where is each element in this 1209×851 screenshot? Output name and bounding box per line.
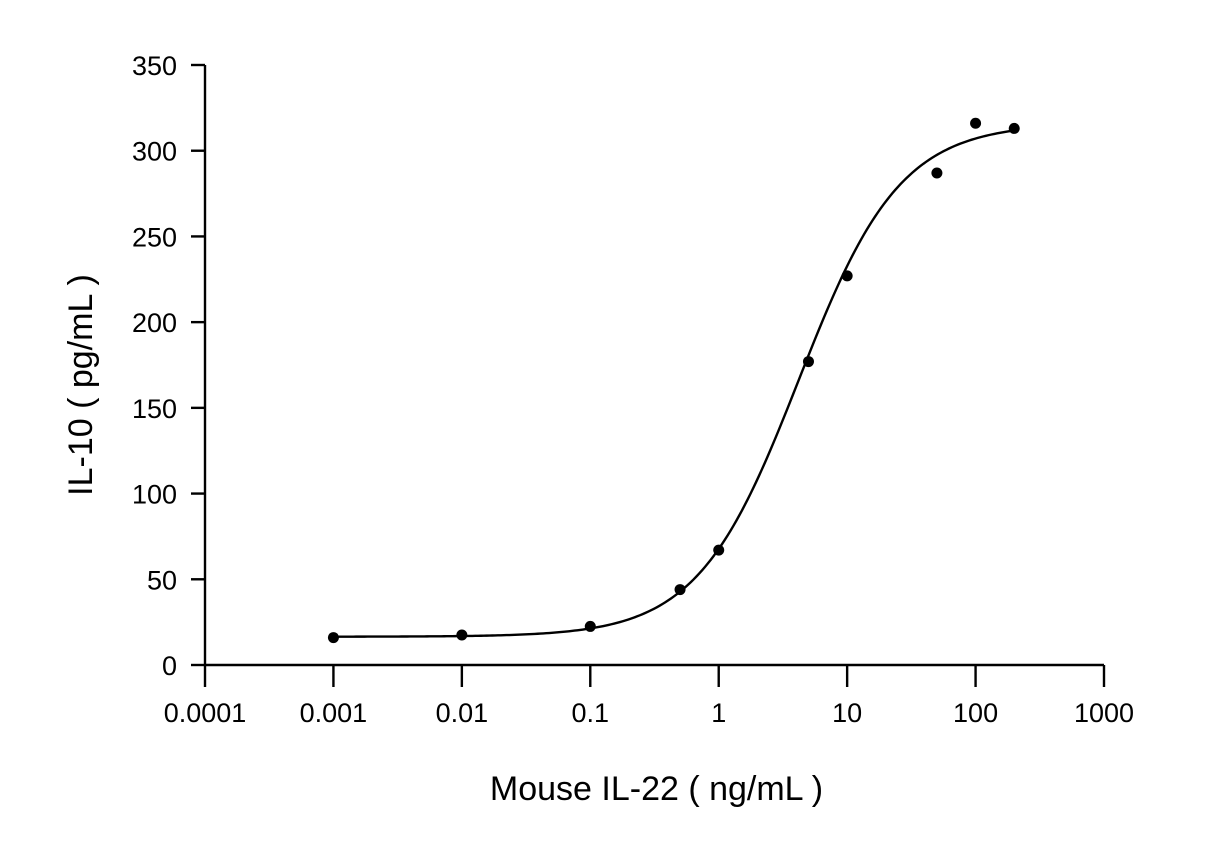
x-axis-ticks: 0.0001 0.001 0.01 0.1 1 10 100 1000 <box>164 665 1134 728</box>
y-tick-label: 250 <box>132 222 177 252</box>
x-tick-label: 0.1 <box>572 698 610 728</box>
data-point <box>456 629 468 641</box>
y-axis-ticks: 0 50 100 150 200 250 300 350 <box>132 51 205 681</box>
x-tick-label: 1 <box>711 698 726 728</box>
data-point <box>713 544 725 556</box>
x-axis-title: Mouse IL-22 ( ng/mL ) <box>490 770 823 808</box>
y-axis-title: IL-10 ( pg/mL ) <box>62 274 100 496</box>
x-tick-label: 100 <box>953 698 998 728</box>
data-point <box>841 270 853 282</box>
data-point <box>584 620 596 632</box>
x-tick-label: 0.001 <box>300 698 368 728</box>
x-tick-label: 0.01 <box>436 698 489 728</box>
data-point <box>931 167 943 179</box>
y-tick-label: 50 <box>147 565 177 595</box>
y-tick-label: 150 <box>132 394 177 424</box>
x-tick-label: 0.0001 <box>164 698 247 728</box>
plot-area: 0 50 100 150 200 250 300 350 0.0001 0.001 0.01 0.1… <box>132 51 1134 728</box>
y-tick-label: 0 <box>162 651 177 681</box>
data-point <box>674 584 686 596</box>
y-tick-label: 200 <box>132 308 177 338</box>
y-tick-label: 100 <box>132 480 177 510</box>
x-tick-label: 10 <box>832 698 862 728</box>
data-point <box>802 356 814 368</box>
y-tick-label: 350 <box>132 51 177 81</box>
y-tick-label: 300 <box>132 137 177 167</box>
data-point <box>970 117 982 129</box>
fit-curve-line <box>333 129 1015 638</box>
data-point <box>327 632 339 644</box>
data-points <box>327 117 1020 644</box>
x-tick-label: 1000 <box>1074 698 1134 728</box>
data-point <box>1008 122 1020 134</box>
